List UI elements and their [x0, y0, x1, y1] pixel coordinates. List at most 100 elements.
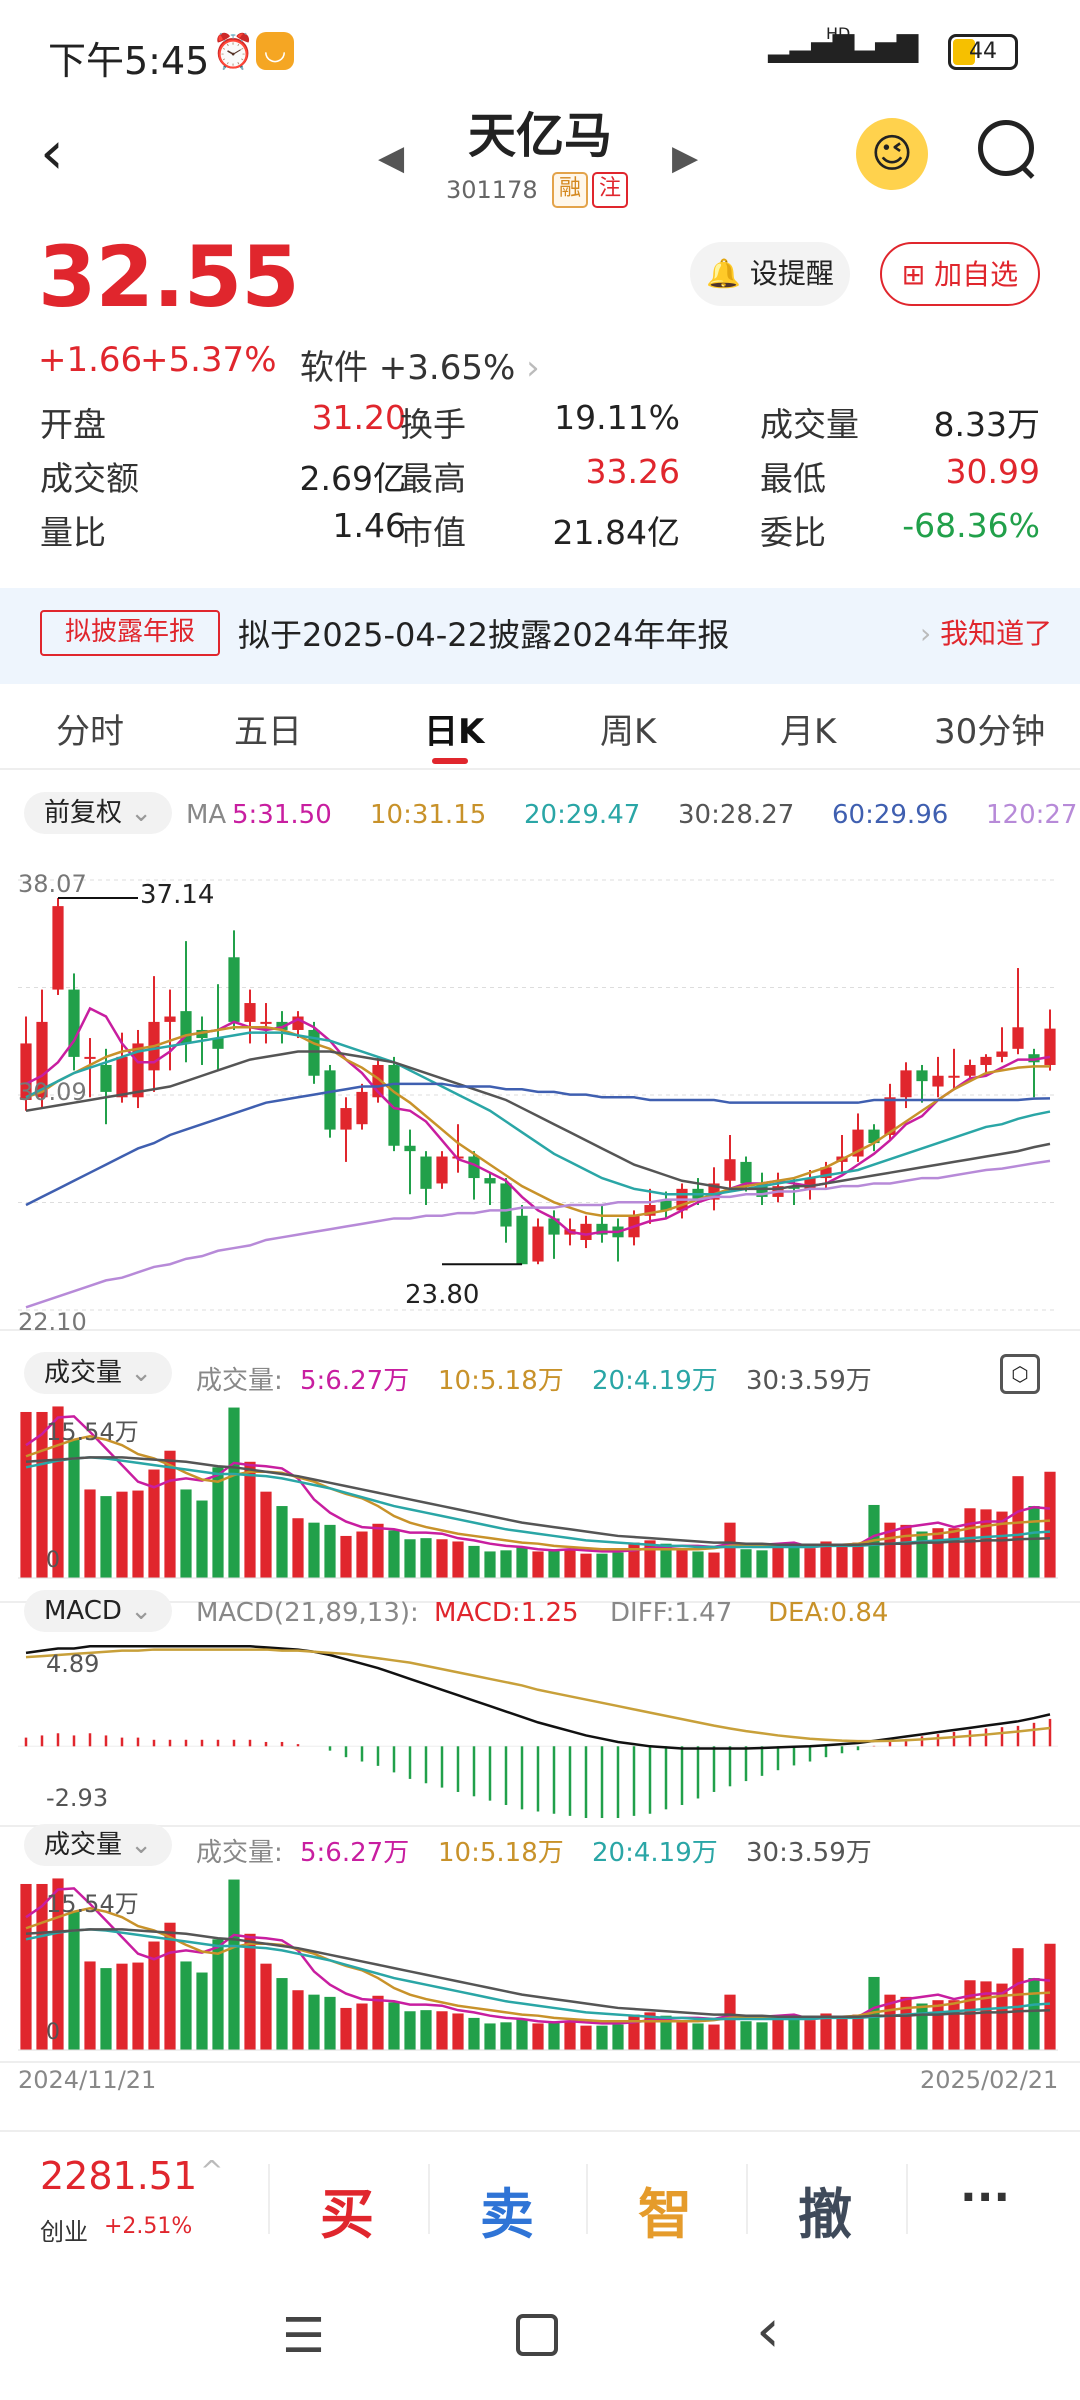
legend-item: 5:31.50 [232, 800, 332, 830]
volume-bar [436, 1539, 448, 1578]
cancel-order-button[interactable]: 撤 [798, 2183, 852, 2246]
volume-bar [212, 1467, 224, 1578]
volume-bar-2 [804, 2020, 816, 2050]
status-bar: 下午5:45 ⏰ ◡ ▂▃▅▇ HD ▂▃▅▇ ◠ 44 [0, 0, 1080, 100]
candle-body [948, 1075, 960, 1078]
mascot-icon[interactable]: 😉 [856, 118, 928, 190]
volume-bar [276, 1506, 288, 1578]
volume-bar [980, 1509, 992, 1578]
volume-bar-2 [836, 2016, 848, 2050]
volume-bar [724, 1522, 736, 1578]
notice-text: 拟于2025-04-22披露2024年年报 [238, 616, 730, 654]
volume-bar [260, 1491, 272, 1578]
tab-underline [432, 758, 468, 764]
stat-label: 开盘 [40, 405, 106, 444]
volume-ma-line-5-2 [25, 1887, 1051, 2025]
volume-bar-2 [132, 1962, 144, 2050]
prev-stock-button[interactable]: ◀ [378, 138, 405, 178]
chevron-right-icon: › [920, 617, 932, 650]
volume-bar [148, 1469, 160, 1578]
volume-bar-2 [372, 1995, 384, 2050]
smart-button[interactable]: 智 [638, 2183, 692, 2246]
set-alert-button[interactable]: 🔔 设提醒 [690, 242, 850, 306]
chevron-down-icon: ⌄ [130, 1830, 153, 1860]
candle-body [52, 906, 64, 990]
volume-bar-2 [212, 1939, 224, 2050]
tab-3[interactable]: 周K [600, 712, 657, 752]
separator [586, 2164, 588, 2234]
volume-bar [52, 1406, 64, 1578]
search-icon[interactable] [978, 120, 1034, 176]
volume-bar [756, 1550, 768, 1578]
volume-selector-label: 成交量 [44, 1358, 123, 1388]
settings-icon[interactable]: ⬡ [1000, 1354, 1040, 1394]
tab-2[interactable]: 日K [424, 712, 485, 752]
sector-change[interactable]: 软件 +3.65% › [300, 340, 540, 389]
volume-bar [820, 1541, 832, 1578]
tab-4[interactable]: 月K [780, 712, 837, 752]
candle-body [68, 989, 80, 1057]
buy-button[interactable]: 买 [320, 2183, 374, 2246]
volume-bar-2 [468, 2017, 480, 2050]
legend-item: 10:5.18万 [438, 1366, 564, 1396]
sector-label: 软件 +3.65% [300, 348, 516, 388]
volume-bar-2 [820, 2013, 832, 2050]
volume-selector[interactable]: 成交量 ⌄ [24, 1352, 173, 1394]
volume-bar [804, 1548, 816, 1578]
tab-0[interactable]: 分时 [56, 712, 124, 752]
add-watchlist-button[interactable]: ⊞ 加自选 [880, 242, 1040, 306]
volume-bar [228, 1407, 240, 1578]
more-button[interactable]: ··· [960, 2172, 1011, 2223]
price-change: +1.66 [38, 340, 143, 380]
candle-body [516, 1215, 528, 1265]
candle-body [868, 1129, 880, 1144]
volume-bar [484, 1551, 496, 1578]
candle-body [116, 1056, 128, 1098]
tab-5[interactable]: 30分钟 [934, 712, 1046, 752]
tab-1[interactable]: 五日 [234, 712, 302, 752]
volume-bar-2 [596, 2025, 608, 2050]
back-nav-icon[interactable]: ‹ [756, 2296, 780, 2366]
notice-ack-button[interactable]: › 我知道了 [920, 612, 1052, 652]
back-button[interactable]: ‹ [40, 118, 64, 188]
candle-body [228, 957, 240, 1022]
volume-bar [964, 1508, 976, 1578]
ma-line-10 [25, 1026, 1050, 1218]
stat-value: 2.69亿 [299, 459, 406, 498]
volume-bar-2 [500, 2022, 512, 2050]
volume-bar [612, 1552, 624, 1578]
menu-icon[interactable]: ☰ [282, 2308, 326, 2364]
volume-bar [516, 1547, 528, 1578]
index-value[interactable]: 2281.51 [40, 2154, 198, 2198]
chevron-right-icon: › [526, 348, 540, 388]
home-icon[interactable] [516, 2314, 558, 2356]
date-start: 2024/11/21 [18, 2066, 157, 2094]
macd-selector[interactable]: MACD ⌄ [24, 1590, 172, 1632]
volume-bar [692, 1551, 704, 1578]
notice-banner[interactable]: 拟披露年报 拟于2025-04-22披露2024年年报 › 我知道了 [0, 588, 1080, 684]
volume-bar-2 [276, 1978, 288, 2050]
volume-selector-2[interactable]: 成交量 ⌄ [24, 1824, 173, 1866]
volume-bar [420, 1538, 432, 1578]
volume-ma-line-10 [25, 1435, 1051, 1551]
volume-bar [580, 1553, 592, 1578]
volume-bar-2 [20, 1883, 32, 2050]
sell-button[interactable]: 卖 [480, 2183, 534, 2246]
volume-bar [932, 1528, 944, 1578]
signal-icon-2: ▂▃▅▇ [832, 30, 919, 63]
index-name: 创业 [40, 2218, 88, 2246]
volume-bar-2 [1044, 1943, 1056, 2050]
candle-body [708, 1183, 720, 1200]
next-stock-button[interactable]: ▶ [672, 138, 699, 178]
volume-bar [644, 1540, 656, 1578]
candle-body [36, 1021, 48, 1098]
legend-item: 10:5.18万 [438, 1838, 564, 1868]
candle-body [340, 1108, 352, 1130]
chart-canvas[interactable] [0, 850, 1080, 2090]
candle-body [500, 1183, 512, 1227]
ma-label: MA [186, 800, 227, 830]
adjust-selector[interactable]: 前复权 ⌄ [24, 792, 173, 834]
stock-name: 天亿马 [467, 108, 612, 164]
volume-bar [1028, 1506, 1040, 1578]
volume-bar [948, 1528, 960, 1578]
